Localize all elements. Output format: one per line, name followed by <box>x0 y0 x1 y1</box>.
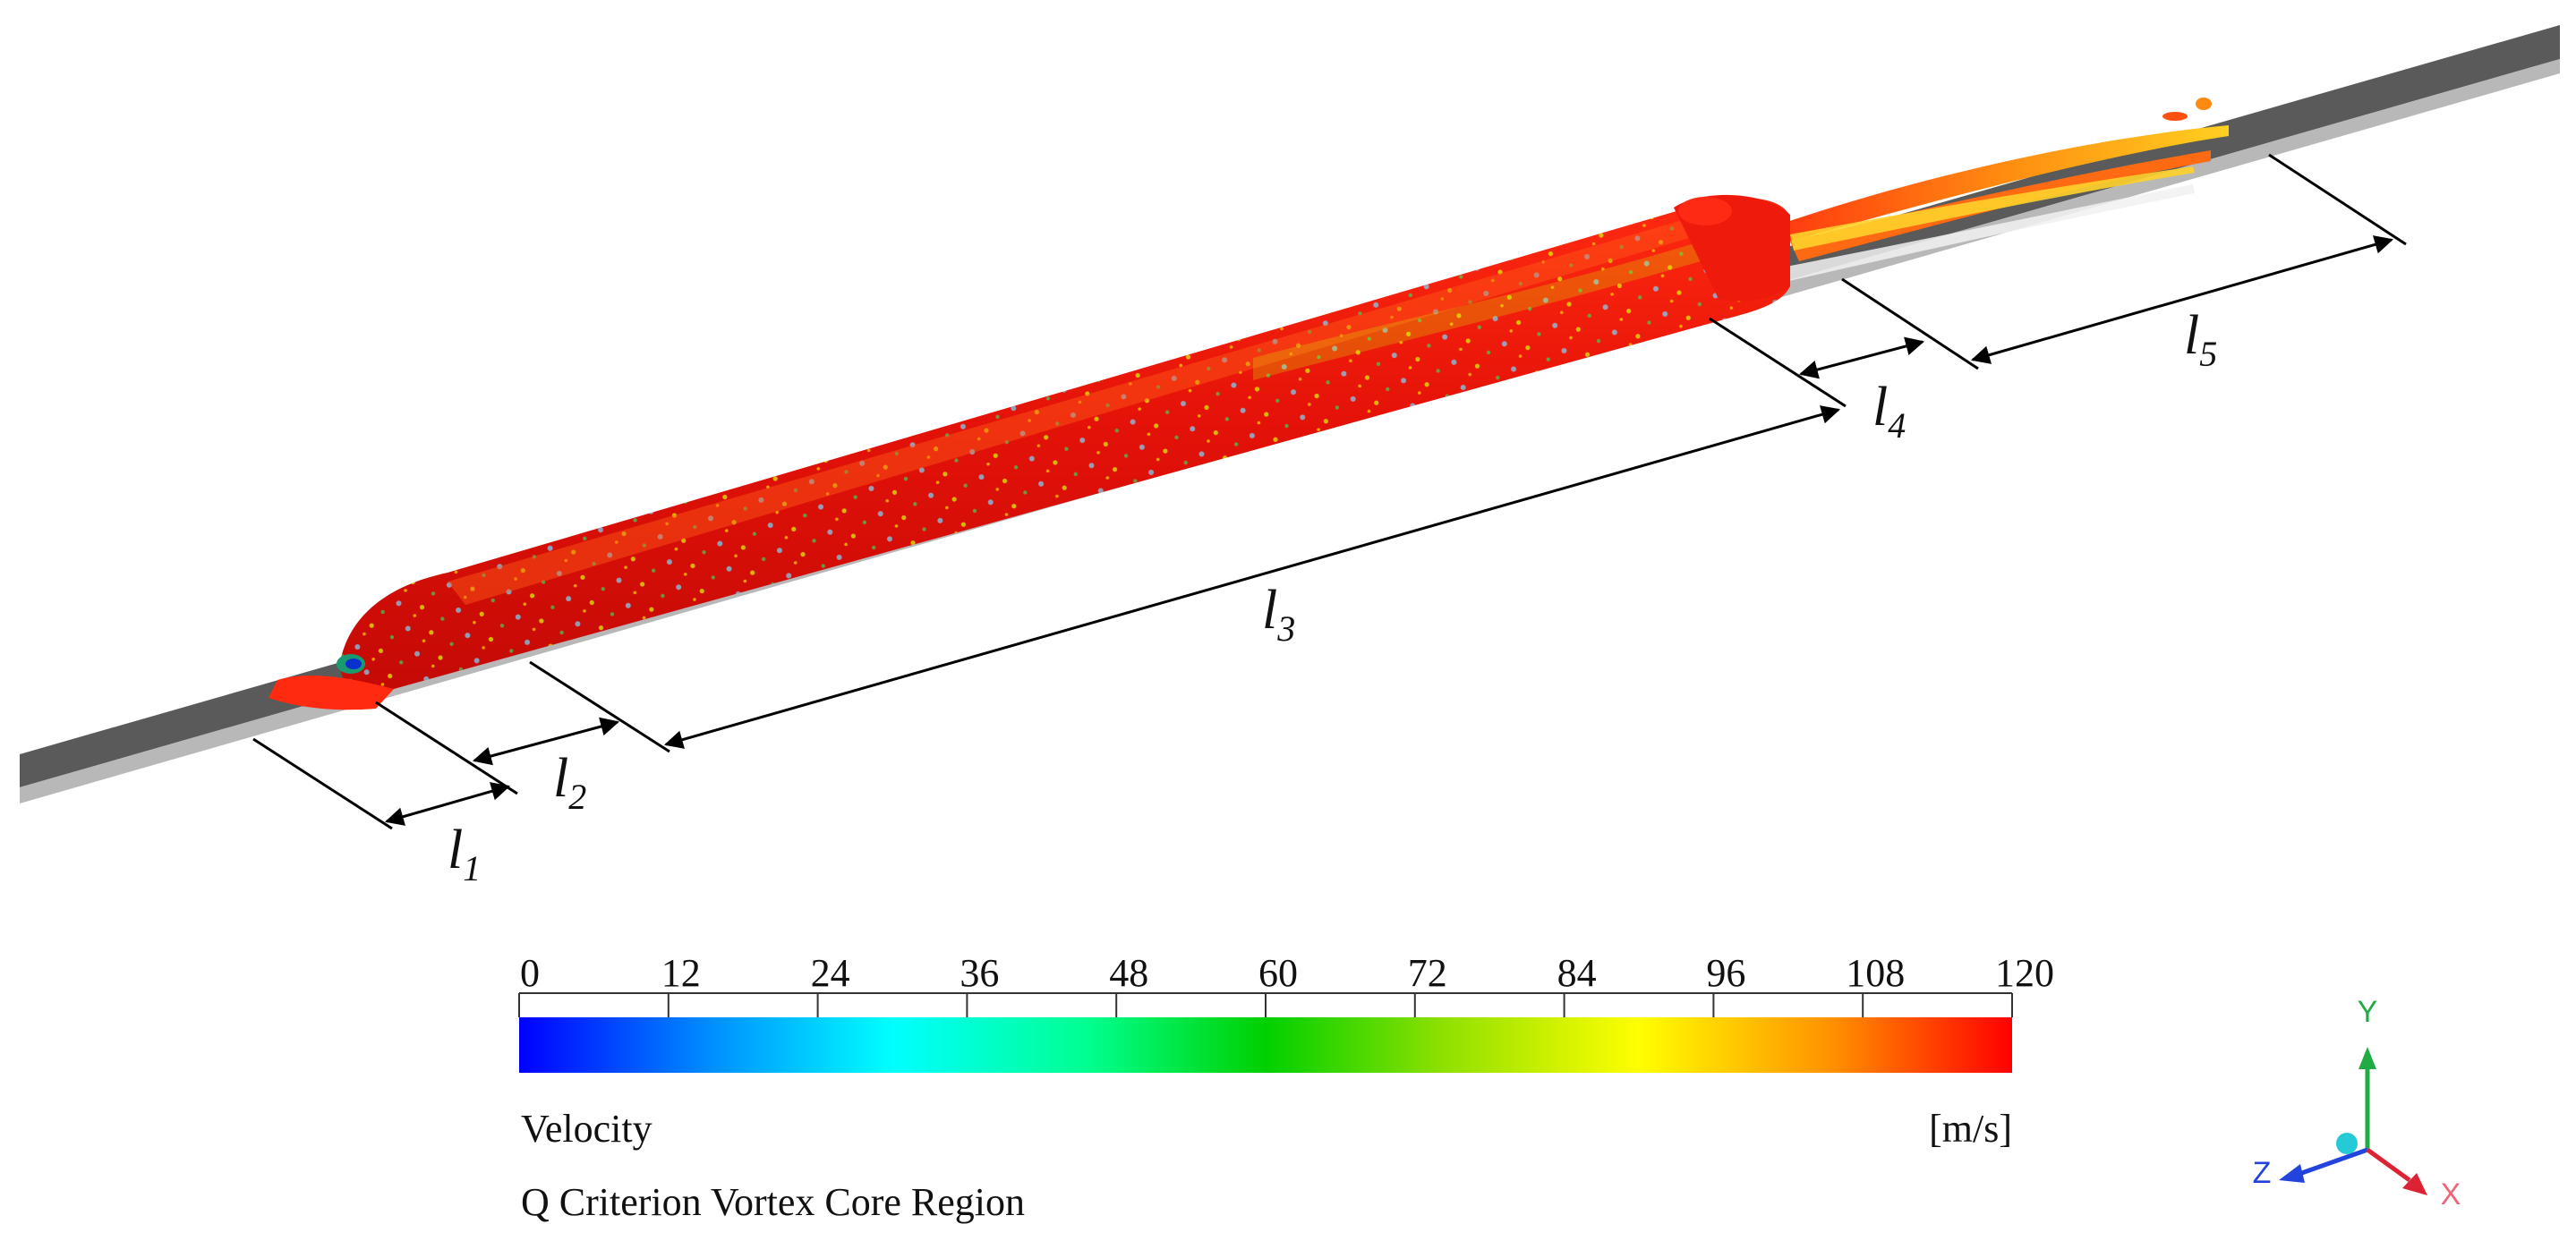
colorbar-tick-label: 120 <box>1995 951 2054 995</box>
colorbar-tick-label: 96 <box>1706 951 1745 995</box>
y-axis-head <box>2358 1047 2376 1069</box>
dim-label-l4: l4 <box>1872 377 1906 446</box>
nose-skirt <box>269 675 394 710</box>
dim-label-l5: l5 <box>2184 305 2217 374</box>
z-axis-line <box>2296 1147 2368 1177</box>
colorbar-tick-label: 0 <box>520 951 540 995</box>
colorbar-variable: Velocity <box>521 1107 653 1151</box>
dim-label-l2: l2 <box>553 748 586 817</box>
dim-arrow-l2 <box>472 717 620 766</box>
y-axis-label: Y <box>2358 995 2378 1029</box>
vortex-highlight <box>448 215 1701 605</box>
dim-label-l3: l3 <box>1262 580 1295 649</box>
dimension-labels: l1 l2 l3 l4 l5 <box>448 305 2217 888</box>
colorbar-unit: [m/s] <box>1929 1107 2012 1151</box>
colorbar-caption: Q Criterion Vortex Core Region <box>521 1180 1025 1224</box>
dim-arrow-l4 <box>1798 336 1925 379</box>
colorbar-gradient-bar <box>519 1017 2012 1073</box>
colorbar-tick-label: 48 <box>1109 951 1148 995</box>
origin-sphere <box>2336 1133 2358 1154</box>
dimension-lines <box>252 153 2407 830</box>
wake-droplet <box>2196 98 2212 110</box>
x-axis-head <box>2402 1173 2427 1195</box>
axis-triad: Y Z X <box>2253 995 2461 1211</box>
colorbar-tick-label: 60 <box>1258 951 1298 995</box>
z-axis-head <box>2279 1164 2305 1183</box>
colorbar-tick-label: 36 <box>960 951 999 995</box>
dim-arrow-l5 <box>1970 235 2394 364</box>
x-axis-line <box>2366 1147 2411 1183</box>
x-axis-label: X <box>2441 1177 2461 1211</box>
colorbar-tick-label: 84 <box>1557 951 1597 995</box>
dim-arrow-l3 <box>663 405 1841 749</box>
dim-arrow-l1 <box>384 782 511 826</box>
colorbar: 0 12 24 36 48 60 72 84 96 108 120 Velocity [m/s] Q… <box>518 951 2054 1224</box>
wake-vortices <box>1777 98 2229 283</box>
colorbar-tick-label: 12 <box>661 951 701 995</box>
z-axis-label: Z <box>2253 1156 2272 1190</box>
colorbar-tick-label: 72 <box>1408 951 1447 995</box>
train-vortex-body <box>269 194 1790 710</box>
colorbar-tick-label: 24 <box>811 951 850 995</box>
colorbar-ticks: 0 12 24 36 48 60 72 84 96 108 120 <box>518 951 2054 1017</box>
dim-label-l1: l1 <box>448 820 481 888</box>
colorbar-tick-label: 108 <box>1846 951 1905 995</box>
